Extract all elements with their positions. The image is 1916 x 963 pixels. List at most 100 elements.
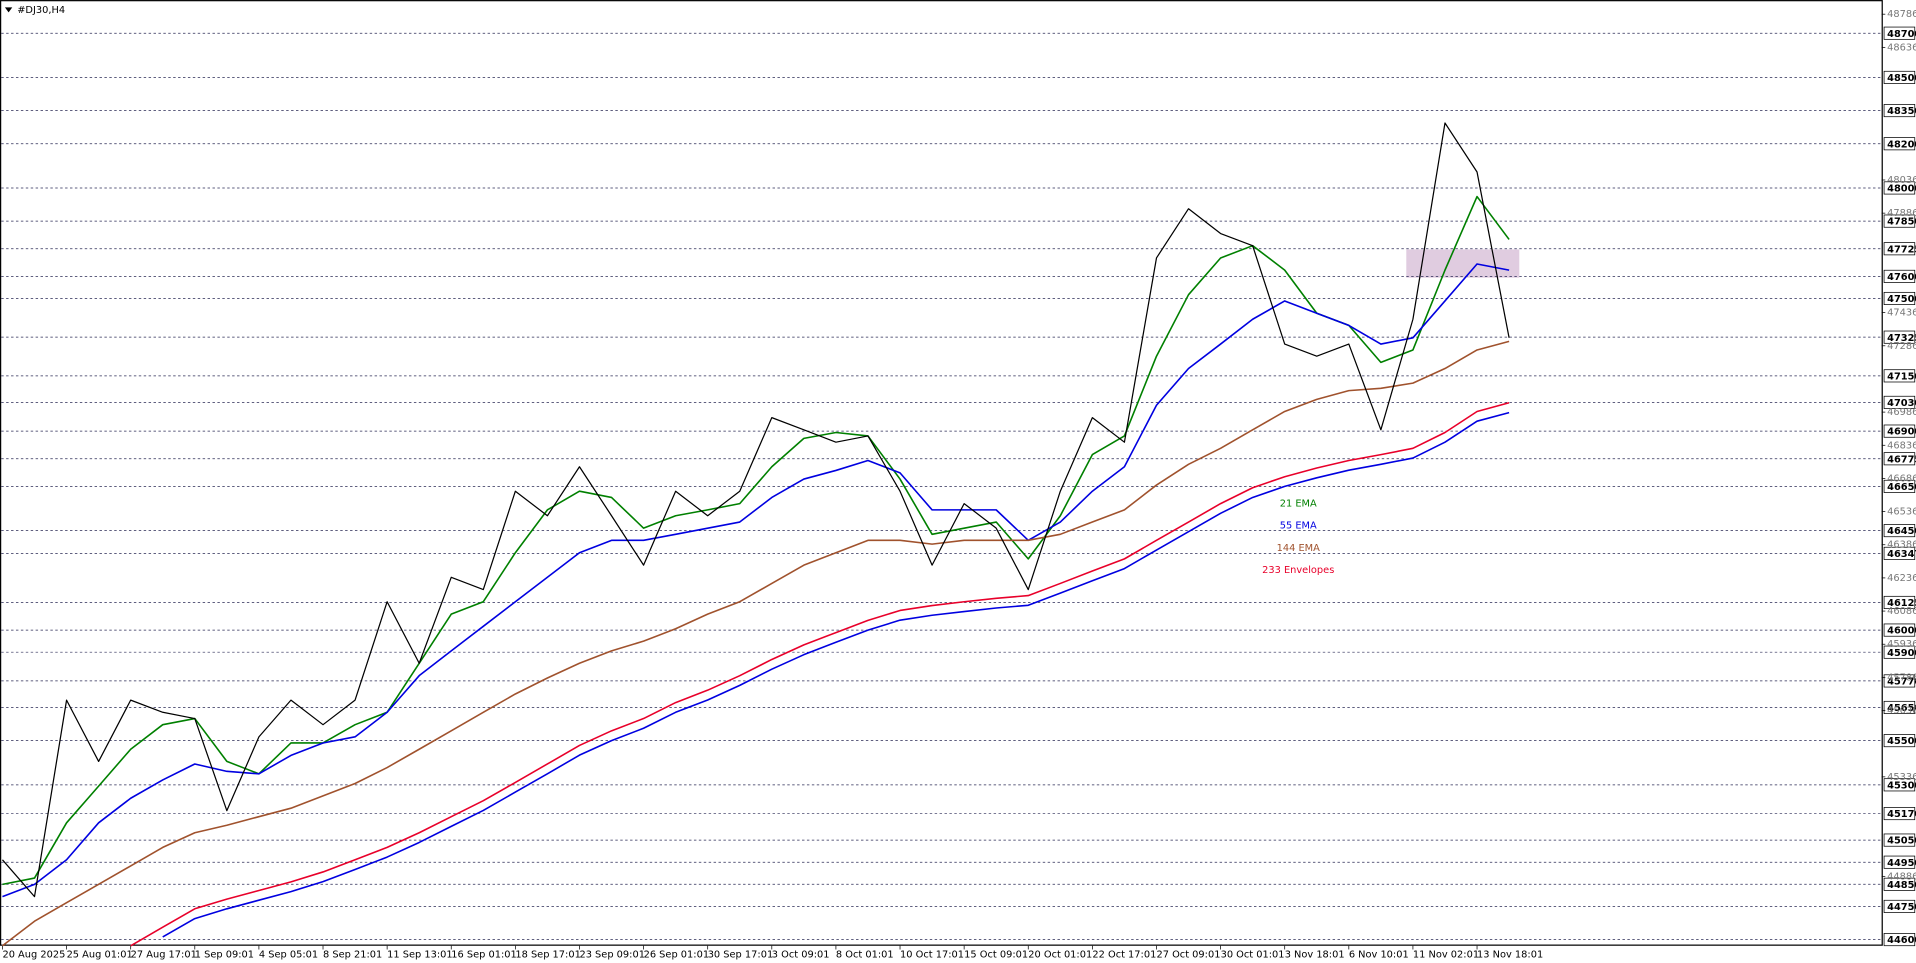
level-label-box (1883, 181, 1916, 195)
level-label-box (1883, 778, 1916, 792)
y-tick-label: 45786 (1887, 672, 1916, 683)
legend-label: 144 EMA (1277, 543, 1321, 554)
level-label-box (1883, 623, 1916, 637)
indicator-line (162, 411, 1510, 938)
x-tick-label: 25 Aug 01:01 (67, 949, 133, 960)
x-tick-label: 1 Sep 09:01 (195, 949, 254, 960)
level-label-box (1883, 855, 1916, 869)
indicator-line (130, 402, 1510, 947)
x-tick-label: 27 Oct 09:01 (1156, 949, 1220, 960)
x-tick-label: 30 Oct 01:01 (1221, 949, 1285, 960)
level-label-box (1883, 214, 1916, 228)
y-tick-label: 45336 (1887, 772, 1916, 783)
y-tick-label: 46086 (1887, 606, 1916, 617)
level-label: 46000 (1887, 626, 1916, 637)
level-label-box (1883, 877, 1916, 891)
level-label-box (1883, 807, 1916, 821)
y-tick-label: 46836 (1887, 440, 1916, 451)
price-line (1, 122, 1510, 898)
level-label-box (1883, 833, 1916, 847)
x-tick-label: 18 Sep 17:01 (515, 949, 581, 960)
level-label-box (1883, 933, 1916, 947)
x-tick-label: 11 Sep 13:01 (387, 949, 453, 960)
y-tick-label: 47886 (1887, 208, 1916, 219)
level-label: 46450 (1887, 526, 1916, 537)
x-tick-label: 27 Aug 17:01 (131, 949, 197, 960)
x-tick-label: 8 Oct 01:01 (836, 949, 894, 960)
y-tick-label: 46386 (1887, 540, 1916, 551)
level-label: 45650 (1887, 703, 1916, 714)
level-label-box (1883, 330, 1916, 344)
legend-label: 233 Envelopes (1262, 565, 1334, 576)
y-tick-label: 46986 (1887, 407, 1916, 418)
level-label: 47725 (1887, 244, 1916, 255)
indicator-line (1, 340, 1510, 947)
y-tick-label: 47286 (1887, 341, 1916, 352)
plot-frame (0, 0, 1883, 946)
chart-title: #DJ30,H4 (17, 5, 65, 16)
level-label: 46775 (1887, 454, 1916, 465)
level-label: 48500 (1887, 73, 1916, 84)
level-label-box (1883, 369, 1916, 383)
legend-label: 55 EMA (1280, 521, 1317, 532)
y-tick-label: 46536 (1887, 507, 1916, 518)
level-label-box (1883, 104, 1916, 118)
x-tick-label: 3 Nov 18:01 (1285, 949, 1345, 960)
x-tick-label: 10 Oct 17:01 (900, 949, 964, 960)
x-tick-label: 23 Sep 09:01 (579, 949, 645, 960)
level-label: 44850 (1887, 880, 1916, 891)
level-label: 47600 (1887, 272, 1916, 283)
level-label-box (1883, 674, 1916, 688)
level-label: 44600 (1887, 935, 1916, 946)
x-tick-label: 20 Aug 2025 (2, 949, 65, 960)
level-label: 48000 (1887, 184, 1916, 195)
x-tick-label: 30 Sep 17:01 (708, 949, 773, 960)
y-tick-label: 45636 (1887, 706, 1916, 717)
y-tick-label: 45936 (1887, 639, 1916, 650)
level-label: 46125 (1887, 598, 1916, 609)
highlight-zone (1406, 249, 1520, 278)
level-label-box (1883, 734, 1916, 748)
x-tick-label: 11 Nov 02:01 (1413, 949, 1479, 960)
level-label: 47500 (1887, 294, 1916, 305)
x-tick-label: 20 Oct 01:01 (1028, 949, 1092, 960)
level-label-box (1883, 452, 1916, 466)
level-label: 45170 (1887, 809, 1916, 820)
x-tick-label: 22 Oct 17:01 (1092, 949, 1156, 960)
level-label-box (1883, 424, 1916, 438)
level-label: 45050 (1887, 836, 1916, 847)
level-label-box (1883, 242, 1916, 256)
level-label: 47325 (1887, 333, 1916, 344)
menu-arrow (4, 7, 13, 13)
level-label: 48200 (1887, 139, 1916, 150)
x-tick-label: 26 Sep 01:01 (644, 949, 710, 960)
level-label-box (1883, 595, 1916, 609)
level-label-box (1883, 291, 1916, 305)
level-label: 46347 (1887, 549, 1916, 560)
y-tick-label: 48636 (1887, 42, 1916, 53)
level-label-box (1883, 479, 1916, 493)
level-label: 48350 (1887, 106, 1916, 117)
level-label-box (1883, 899, 1916, 913)
level-label-box (1883, 700, 1916, 714)
x-tick-label: 6 Nov 10:01 (1349, 949, 1409, 960)
level-label-box (1883, 269, 1916, 283)
level-label: 46900 (1887, 427, 1916, 438)
y-tick-label: 48786 (1887, 9, 1916, 20)
legend-label: 21 EMA (1280, 499, 1317, 510)
x-tick-label: 16 Sep 01:01 (451, 949, 517, 960)
level-label: 45900 (1887, 648, 1916, 659)
x-tick-label: 3 Oct 09:01 (772, 949, 830, 960)
y-tick-label: 44886 (1887, 871, 1916, 882)
level-label: 44950 (1887, 858, 1916, 869)
level-label-box (1883, 395, 1916, 409)
level-label: 45300 (1887, 780, 1916, 791)
level-label-box (1883, 546, 1916, 560)
y-tick-label: 46686 (1887, 473, 1916, 484)
level-label: 47150 (1887, 371, 1916, 382)
level-label-box (1883, 645, 1916, 659)
y-tick-label: 47436 (1887, 308, 1916, 319)
level-label-box (1883, 524, 1916, 538)
level-label-box (1883, 137, 1916, 151)
